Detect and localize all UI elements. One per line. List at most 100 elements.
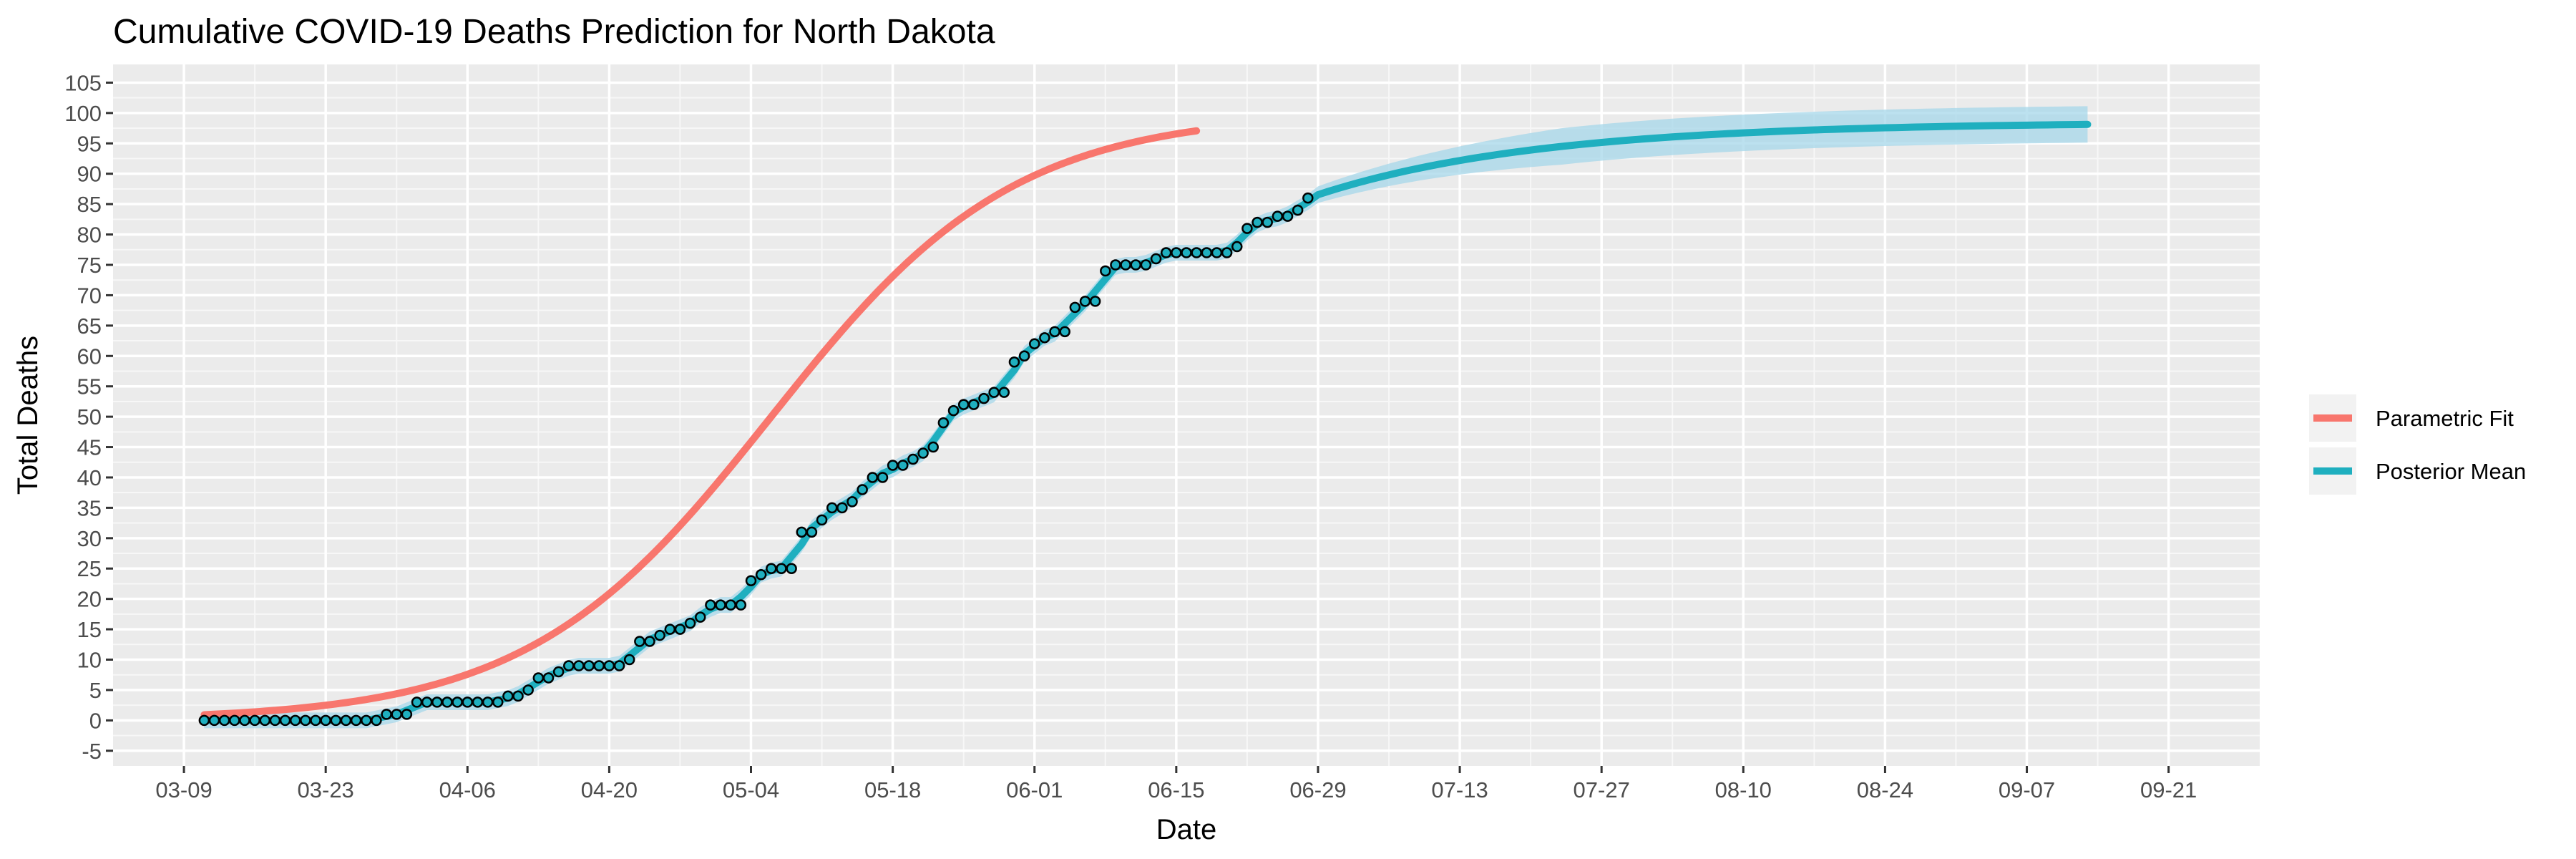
- y-tick-label: 0: [89, 708, 102, 733]
- observed-point: [735, 599, 747, 611]
- observed-point: [1211, 247, 1223, 258]
- observed-point: [705, 599, 716, 611]
- legend-label: Parametric Fit: [2376, 406, 2514, 431]
- y-tick-label: 55: [77, 374, 102, 399]
- observed-point: [867, 472, 879, 483]
- x-tick-label: 03-23: [298, 777, 354, 802]
- observed-point: [755, 568, 767, 581]
- y-axis: -5 0 5 10 15 20 25 30 35 40 45 50 55 60 65 70 75 80 85 90 95…: [64, 70, 113, 764]
- observed-point: [371, 714, 382, 727]
- observed-point: [1069, 301, 1081, 314]
- observed-point: [847, 496, 858, 508]
- observed-point: [644, 636, 655, 647]
- observed-point: [1089, 296, 1101, 307]
- y-tick-label: 15: [77, 617, 102, 642]
- observed-point: [208, 714, 220, 727]
- x-tick-label: 04-06: [439, 777, 496, 802]
- observed-point: [289, 714, 301, 727]
- observed-point: [512, 690, 524, 702]
- x-tick-label: 06-01: [1006, 777, 1063, 802]
- y-tick-label: 105: [64, 70, 102, 95]
- legend: Parametric Fit Posterior Mean: [2309, 394, 2526, 495]
- observed-point: [340, 714, 352, 727]
- observed-point: [492, 697, 504, 708]
- x-tick-label: 07-27: [1574, 777, 1630, 802]
- x-tick-label: 09-21: [2140, 777, 2197, 802]
- y-tick-label: 95: [77, 131, 102, 156]
- observed-point: [998, 387, 1010, 398]
- x-tick-label: 04-20: [581, 777, 638, 802]
- observed-point: [259, 714, 271, 727]
- observed-point: [229, 714, 240, 727]
- observed-point: [684, 617, 696, 629]
- observed-point: [826, 502, 838, 514]
- observed-point: [583, 660, 595, 671]
- x-tick-label: 05-04: [723, 777, 779, 802]
- y-tick-label: 45: [77, 435, 102, 460]
- observed-point: [1302, 192, 1314, 204]
- plot-panel: [113, 64, 2260, 766]
- x-tick-label: 08-10: [1715, 777, 1772, 802]
- observed-point: [279, 714, 291, 727]
- grid-major: [113, 64, 2260, 766]
- observed-point: [725, 599, 736, 611]
- observed-point: [907, 453, 919, 465]
- observed-point: [897, 460, 909, 471]
- y-tick-label: 70: [77, 283, 102, 308]
- observed-point: [1079, 296, 1091, 307]
- observed-point: [968, 399, 980, 410]
- x-tick-label: 09-07: [1999, 777, 2055, 802]
- x-tick-label: 06-29: [1289, 777, 1346, 802]
- observed-point: [1292, 204, 1304, 216]
- y-tick-label: 5: [89, 678, 102, 703]
- observed-point: [1221, 247, 1233, 258]
- y-tick-label: 35: [77, 495, 102, 520]
- x-tick-label: 08-24: [1857, 777, 1913, 802]
- observed-point: [603, 660, 615, 671]
- observed-point: [674, 623, 686, 635]
- observed-point: [1272, 210, 1284, 222]
- y-tick-label: 10: [77, 648, 102, 673]
- observed-point: [1049, 326, 1060, 338]
- observed-point: [927, 441, 939, 453]
- observed-point: [522, 684, 534, 696]
- observed-point: [664, 623, 676, 635]
- observed-point: [877, 472, 889, 483]
- observed-point: [1008, 356, 1020, 368]
- observed-point: [988, 387, 1000, 398]
- y-tick-label: 40: [77, 465, 102, 490]
- parametric-fit-line: [200, 127, 1201, 719]
- observed-point: [552, 666, 565, 678]
- observed-point: [1110, 259, 1121, 271]
- observed-point: [917, 447, 929, 459]
- y-axis-title: Total Deaths: [12, 336, 44, 495]
- observed-point: [1140, 259, 1152, 271]
- observed-point: [593, 660, 605, 671]
- observed-point: [978, 392, 990, 404]
- observed-point: [1028, 338, 1040, 350]
- observed-point: [857, 484, 868, 495]
- observed-point: [654, 629, 665, 641]
- observed-point: [695, 611, 706, 623]
- y-tick-label: 20: [77, 587, 102, 612]
- observed-points: [198, 192, 1314, 727]
- observed-point: [836, 502, 848, 514]
- observed-point: [269, 714, 281, 727]
- observed-point: [1100, 265, 1111, 277]
- observed-point: [796, 526, 808, 538]
- observed-point: [198, 714, 210, 727]
- observed-point: [786, 563, 797, 574]
- observed-point: [320, 714, 331, 727]
- y-tick-label: 85: [77, 192, 102, 217]
- observed-point: [411, 697, 423, 708]
- observed-point: [310, 714, 321, 727]
- observed-point: [745, 575, 757, 586]
- observed-point: [1282, 210, 1294, 222]
- observed-point: [776, 563, 787, 574]
- y-tick-label: 90: [77, 162, 102, 187]
- chart-title: Cumulative COVID-19 Deaths Prediction fo…: [113, 13, 995, 51]
- observed-point: [502, 690, 514, 702]
- observed-point: [573, 660, 585, 671]
- x-axis: 03-09 03-23 04-06 04-20 05-04 05-18 06-01 06-15…: [155, 766, 2197, 802]
